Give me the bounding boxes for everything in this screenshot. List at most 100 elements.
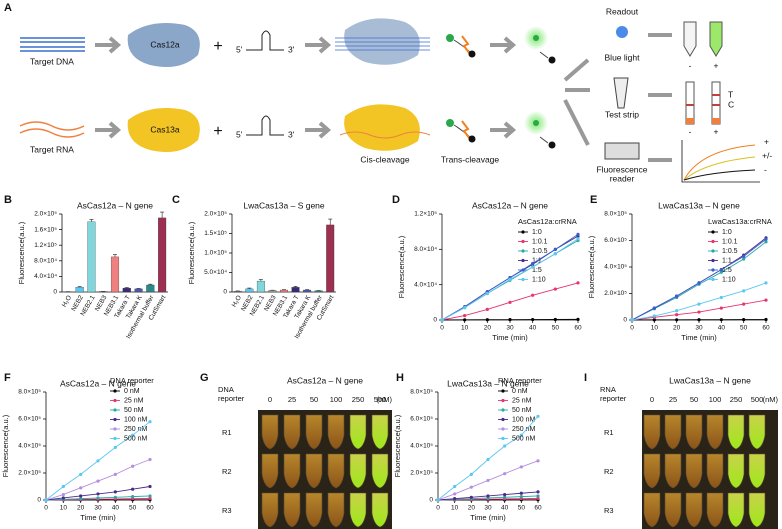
- complex-dna: [335, 37, 430, 51]
- tube: [706, 453, 724, 489]
- data-point: [536, 459, 540, 463]
- tube: [261, 453, 279, 489]
- data-point: [652, 318, 656, 322]
- label: 3': [288, 129, 295, 139]
- strip-lines: [686, 94, 720, 106]
- legend-label: 1:5: [532, 267, 542, 274]
- label: Cis-cleavage: [360, 154, 409, 164]
- data-point: [697, 310, 701, 314]
- x-tick-label: 60: [146, 505, 154, 512]
- y-tick-label: 1.0×10⁵: [204, 250, 227, 257]
- label: +: [714, 126, 719, 136]
- data-point: [113, 445, 117, 449]
- legend-label: 100 nM: [512, 416, 536, 423]
- chart-title: AsCas12a – N gene: [77, 200, 153, 210]
- data-point: [61, 496, 65, 500]
- y-tick-label: 2.0×10⁵: [18, 470, 41, 477]
- error-bar: [77, 286, 82, 288]
- data-point: [719, 306, 723, 310]
- curve: [683, 169, 756, 181]
- data-point: [536, 496, 540, 500]
- tube: [371, 453, 389, 489]
- tube: [706, 492, 724, 528]
- data-point: [503, 495, 507, 499]
- data-point: [519, 465, 523, 469]
- tube: [371, 414, 389, 450]
- legend-marker: [711, 230, 715, 234]
- data-point: [485, 318, 489, 322]
- y-axis-label: Fluorescence(a.u.): [187, 221, 196, 284]
- error-bar: [258, 279, 263, 282]
- data-point: [675, 309, 679, 313]
- series-line: [631, 282, 767, 321]
- legend-marker: [521, 258, 525, 263]
- y-tick-label: 1.6×10⁵: [34, 226, 57, 233]
- tube: [283, 492, 301, 528]
- x-tick-label: 40: [529, 325, 537, 332]
- data-point: [764, 317, 768, 322]
- legend-label: 1:0.5: [722, 248, 738, 255]
- legend-label: 1:0: [722, 229, 732, 236]
- x-tick-label: 0: [44, 505, 48, 512]
- y-tick-label: 0: [429, 497, 433, 504]
- data-point: [131, 433, 135, 437]
- data-point: [553, 317, 557, 322]
- data-point: [531, 261, 535, 266]
- legend-label: 1:0.5: [532, 248, 548, 255]
- data-point: [440, 318, 444, 322]
- x-tick-label: 60: [534, 505, 542, 512]
- data-point: [742, 289, 746, 293]
- label: -: [764, 164, 767, 174]
- label: Cas12a: [150, 39, 180, 49]
- label: Trans-cleavage: [441, 154, 500, 164]
- legend-label: 1:10: [722, 276, 736, 283]
- y-tick-label: 4.0×10⁵: [604, 264, 627, 271]
- x-tick-label: 10: [651, 325, 659, 332]
- label: 5': [236, 129, 243, 139]
- axes: [681, 140, 760, 183]
- data-point: [576, 317, 580, 321]
- cleaved: [524, 26, 556, 149]
- tube: [685, 453, 703, 489]
- column-label: 100: [709, 395, 722, 404]
- x-tick-label: 50: [552, 325, 560, 332]
- legend-marker: [521, 230, 525, 234]
- legend-label: 25 nM: [124, 397, 144, 404]
- legend-label: 1:1: [722, 257, 732, 264]
- data-point: [652, 306, 656, 310]
- bar: [110, 256, 120, 293]
- data-point: [113, 472, 117, 476]
- chart-title: AsCas12a – N gene: [60, 378, 136, 388]
- bar: [233, 291, 242, 293]
- reader-icon: [604, 142, 640, 160]
- legend-marker: [501, 389, 505, 393]
- legend-marker: [711, 258, 715, 263]
- x-axis-label: Time (min): [681, 333, 717, 342]
- bar: [303, 289, 312, 293]
- data-point: [764, 237, 768, 241]
- tube: [685, 492, 703, 528]
- tube: [727, 414, 745, 450]
- data-point: [486, 457, 490, 462]
- legend-label: 500 nM: [512, 435, 536, 442]
- data-point: [96, 492, 100, 496]
- data-point: [453, 484, 457, 489]
- x-tick-label: 40: [718, 325, 726, 332]
- label: Blue light: [605, 52, 641, 62]
- arrow: [95, 36, 122, 54]
- reporter-label: DNA: [218, 385, 234, 394]
- data-point: [508, 318, 512, 322]
- column-label: 100: [330, 395, 343, 404]
- reporter-label: reporter: [600, 394, 627, 403]
- data-point: [486, 478, 490, 483]
- tube: [261, 414, 279, 450]
- arrows: [648, 33, 672, 162]
- data-point: [453, 492, 457, 496]
- data-point: [148, 457, 152, 462]
- data-point: [519, 495, 523, 499]
- tube: [706, 414, 724, 450]
- y-axis-label: Fluorescence(a.u.): [393, 414, 402, 477]
- plus: +: [213, 123, 222, 140]
- row-label: R3: [604, 506, 614, 515]
